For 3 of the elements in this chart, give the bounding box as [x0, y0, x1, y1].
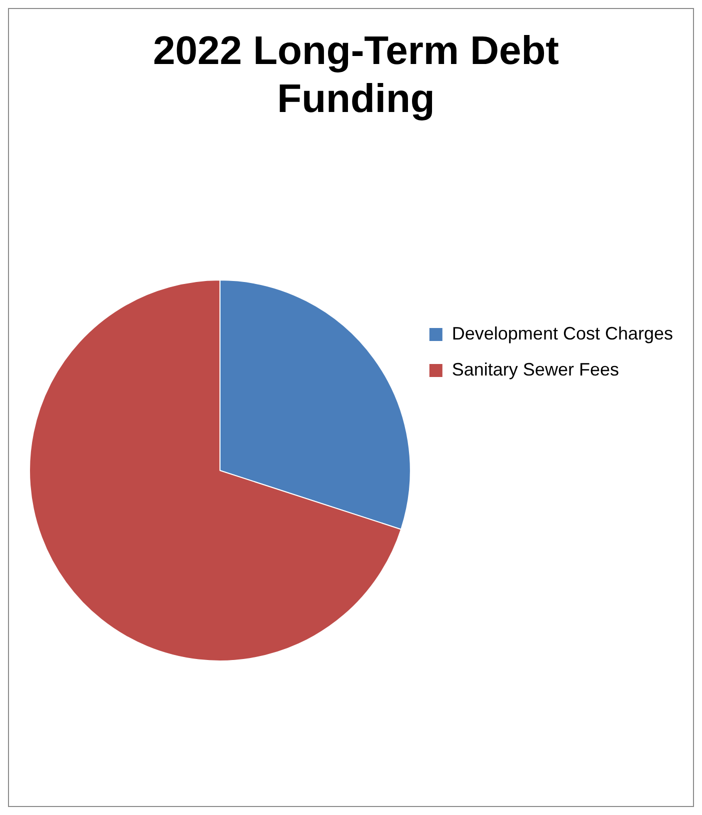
legend-label: Sanitary Sewer Fees — [452, 359, 619, 380]
chart-title: 2022 Long-Term Debt Funding — [153, 29, 559, 122]
legend-label: Development Cost Charges — [452, 323, 674, 344]
